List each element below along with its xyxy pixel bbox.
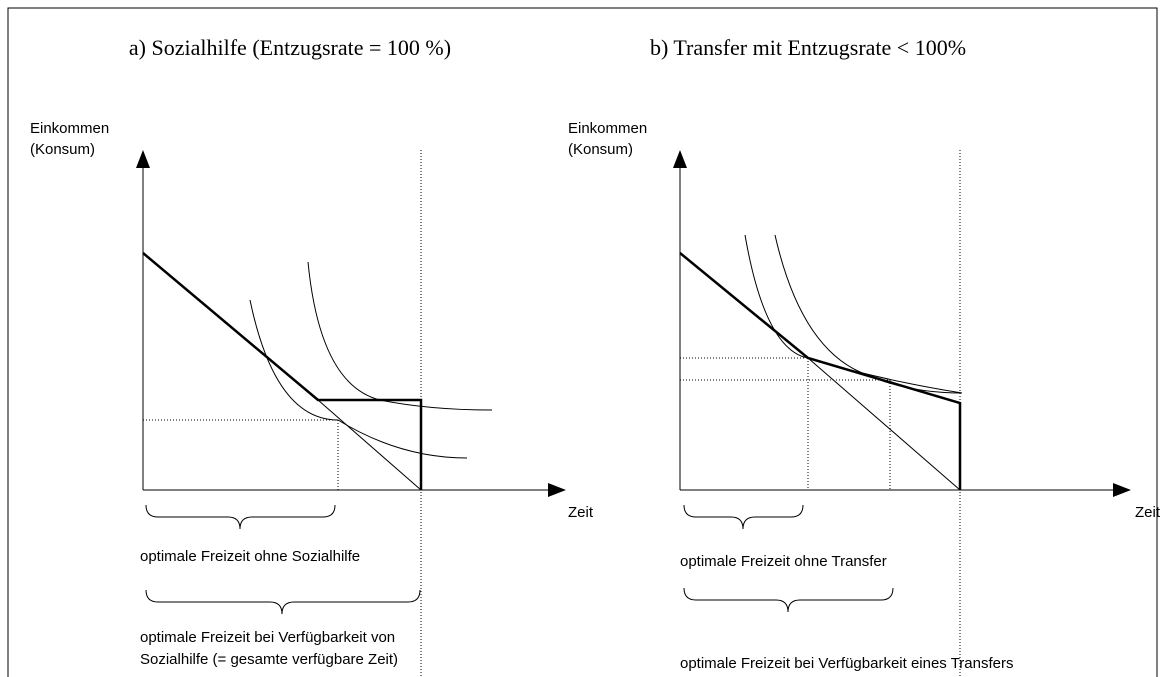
budget-constraint — [679, 252, 962, 490]
indifference-curve — [307, 261, 493, 411]
x-axis-label: Zeit — [568, 504, 594, 521]
indifference-curve — [744, 234, 963, 394]
y-axis-label: Einkommen — [30, 120, 109, 137]
brace-label: optimale Freizeit ohne Transfer — [680, 553, 887, 570]
panel-title: b) Transfer mit Entzugsrate < 100% — [650, 35, 966, 60]
arrow — [1113, 483, 1131, 497]
y-axis-label: Einkommen — [568, 120, 647, 137]
arrow — [673, 150, 687, 168]
brace — [683, 504, 804, 530]
panel-title: a) Sozialhilfe (Entzugsrate = 100 %) — [129, 35, 451, 60]
panel-a: a) Sozialhilfe (Entzugsrate = 100 %) Ein… — [30, 35, 594, 677]
budget-line — [317, 399, 422, 491]
brace — [145, 504, 336, 530]
y-axis-label: (Konsum) — [568, 141, 633, 158]
frame — [7, 7, 1158, 677]
brace — [683, 587, 894, 613]
brace-label: optimale Freizeit ohne Sozialhilfe — [140, 548, 360, 565]
arrow — [136, 150, 150, 168]
brace-label: optimale Freizeit bei Verfügbarkeit eine… — [680, 655, 1014, 672]
brace — [145, 589, 421, 615]
brace-label: optimale Freizeit bei Verfügbarkeit von — [140, 629, 395, 646]
y-axis-label: (Konsum) — [30, 141, 95, 158]
indifference-curve — [249, 299, 468, 459]
budget-constraint — [142, 252, 423, 490]
indifference-curve — [774, 234, 963, 394]
arrow — [548, 483, 566, 497]
panel-b: b) Transfer mit Entzugsrate < 100% Einko… — [568, 35, 1161, 677]
x-axis-label: Zeit — [1135, 504, 1161, 521]
brace-label: Sozialhilfe (= gesamte verfügbare Zeit) — [140, 651, 398, 668]
budget-line — [807, 357, 961, 491]
